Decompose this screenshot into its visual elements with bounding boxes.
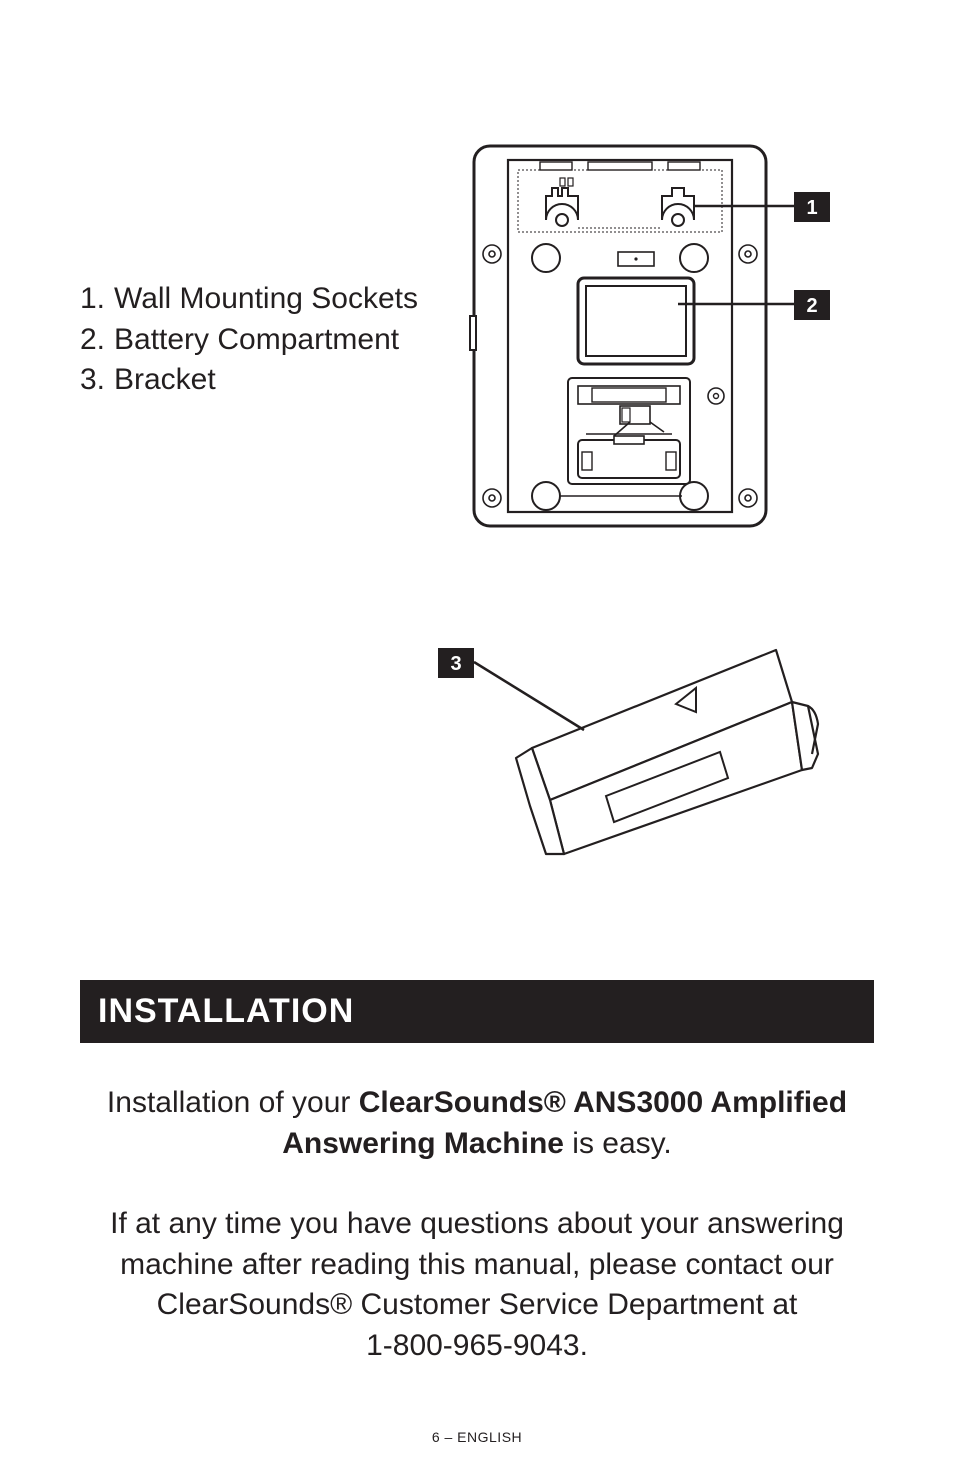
legend-text-1: Wall Mounting Sockets: [114, 279, 418, 320]
manual-page: 1. Wall Mounting Sockets 2. Battery Comp…: [0, 0, 954, 1475]
intro-suffix: is easy.: [564, 1127, 672, 1160]
callout-1-label: 1: [806, 197, 817, 219]
legend-item: 3. Bracket: [80, 360, 461, 401]
legend-num-1: 1.: [80, 279, 114, 320]
upper-row: 1. Wall Mounting Sockets 2. Battery Comp…: [80, 140, 874, 540]
section-header-installation: INSTALLATION: [80, 980, 874, 1043]
installation-intro: Installation of your ClearSounds® ANS300…: [80, 1083, 874, 1164]
support-line-1: If at any time you have questions about …: [110, 1207, 844, 1240]
legend-text-2: Battery Compartment: [114, 320, 399, 361]
legend-text-3: Bracket: [114, 360, 216, 401]
bracket-diagram-row: 3: [80, 610, 874, 860]
support-line-4: 1-800-965-9043.: [366, 1329, 588, 1362]
legend-item: 2. Battery Compartment: [80, 320, 461, 361]
support-line-2: machine after reading this manual, pleas…: [120, 1248, 834, 1281]
section-title: INSTALLATION: [98, 992, 354, 1030]
page-footer: 6 – ENGLISH: [0, 1429, 954, 1445]
bracket-svg: 3: [414, 610, 834, 860]
footer-text: 6 – ENGLISH: [432, 1429, 522, 1445]
back-panel-svg: 1 2: [468, 140, 868, 540]
legend-num-3: 3.: [80, 360, 114, 401]
legend-list: 1. Wall Mounting Sockets 2. Battery Comp…: [80, 279, 461, 401]
intro-prefix: Installation of your: [107, 1086, 359, 1119]
legend-item: 1. Wall Mounting Sockets: [80, 279, 461, 320]
legend-num-2: 2.: [80, 320, 114, 361]
support-paragraph: If at any time you have questions about …: [80, 1204, 874, 1366]
callout-2-label: 2: [806, 295, 817, 317]
support-line-3: ClearSounds® Customer Service Department…: [157, 1288, 798, 1321]
back-panel-diagram: 1 2: [461, 140, 874, 540]
callout-3-label: 3: [450, 653, 461, 675]
